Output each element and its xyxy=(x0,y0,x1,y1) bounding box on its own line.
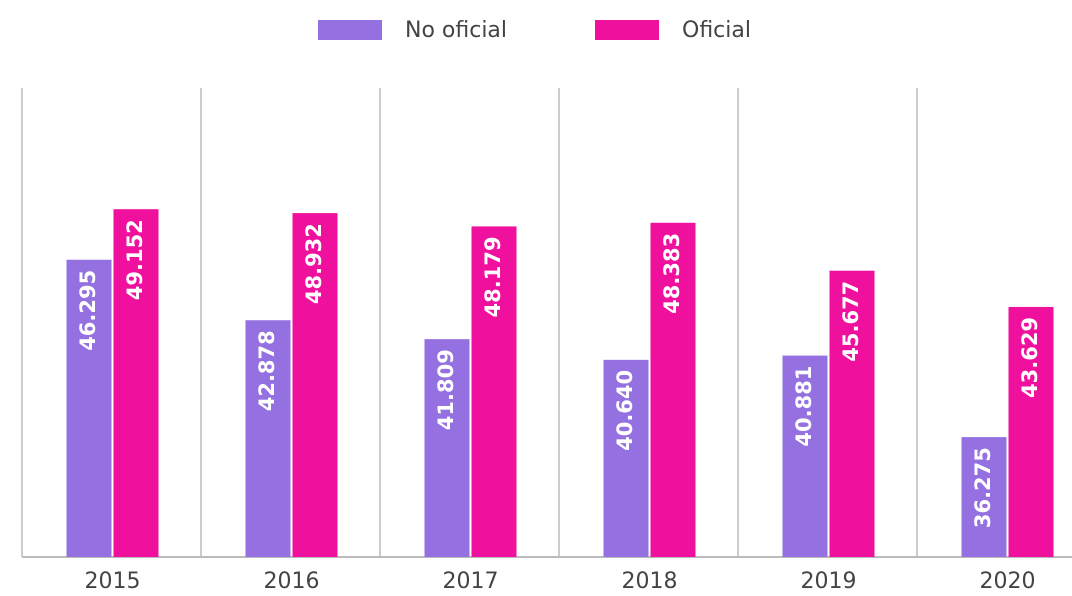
legend-swatch xyxy=(318,20,382,40)
legend-label: No oficial xyxy=(405,18,507,43)
x-tick-label: 2015 xyxy=(85,569,141,594)
bar xyxy=(245,320,291,557)
legend-label: Oficial xyxy=(682,18,751,43)
data-label: 49.152 xyxy=(123,219,147,300)
bar xyxy=(1008,306,1054,557)
x-tick-label: 2016 xyxy=(264,569,320,594)
bar xyxy=(113,209,159,557)
bar xyxy=(829,270,875,557)
data-label: 45.677 xyxy=(839,281,863,362)
data-label: 40.640 xyxy=(613,370,637,451)
bar xyxy=(603,359,649,557)
data-label: 48.179 xyxy=(481,236,505,317)
data-label: 42.878 xyxy=(255,330,279,411)
x-tick-label: 2019 xyxy=(801,569,857,594)
data-label: 41.809 xyxy=(434,349,458,430)
data-label: 43.629 xyxy=(1018,317,1042,398)
bar xyxy=(961,437,1007,557)
x-tick-label: 2018 xyxy=(622,569,678,594)
bar xyxy=(424,339,470,557)
bar xyxy=(292,213,338,557)
bar xyxy=(650,222,696,558)
x-tick-label: 2017 xyxy=(443,569,499,594)
data-label: 40.881 xyxy=(792,366,816,447)
bar xyxy=(471,226,517,558)
data-label: 48.383 xyxy=(660,233,684,314)
bar xyxy=(782,355,828,557)
bar xyxy=(66,259,112,557)
data-label: 46.295 xyxy=(76,270,100,351)
data-label: 36.275 xyxy=(971,447,995,528)
x-tick-label: 2020 xyxy=(980,569,1036,594)
legend-swatch xyxy=(595,20,659,40)
data-label: 48.932 xyxy=(302,223,326,304)
